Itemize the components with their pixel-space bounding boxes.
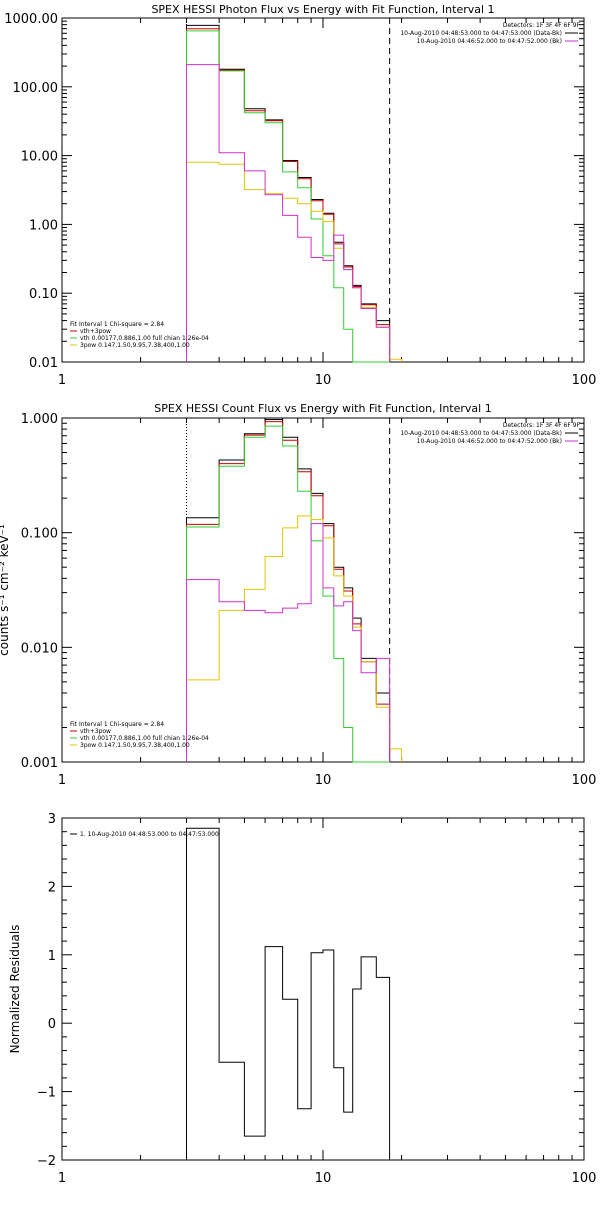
y-tick-label: 3 [48, 812, 56, 827]
chart-title: SPEX HESSI Photon Flux vs Energy with Fi… [151, 3, 494, 16]
series-residuals-line [186, 827, 391, 1160]
legend-left-entry: Fit Interval 1 Chi-square = 2.84 [70, 721, 164, 728]
legend-right-entry: 10-Aug-2010 04:46:52.000 to 04:47:52.000… [417, 38, 562, 45]
y-tick-label: 2 [48, 880, 56, 895]
x-tick-label: 1 [58, 773, 66, 788]
legend-right-entry: 10-Aug-2010 04:48:53.000 to 04:47:53.000… [400, 30, 562, 37]
chart-panel-3: 1 10 100 −2 −1 0 1 2 3 Normalized Residuals 1. 10-… [8, 812, 596, 1186]
y-tick-label: 0.010 [21, 641, 58, 656]
x-tick-label: 1 [58, 1171, 66, 1186]
x-tick-label: 100 [572, 1171, 597, 1186]
y-tick-label: −2 [37, 1154, 56, 1169]
y-axis-label: counts s⁻¹ cm⁻² keV⁻¹ [0, 524, 11, 656]
series-bk-line [186, 523, 391, 762]
y-tick-label: 1.00 [29, 218, 58, 233]
x-tick-label: 100 [572, 773, 597, 788]
legend-left-entry: vth+3pow [80, 328, 111, 335]
series-bk-line [186, 64, 391, 362]
legend-left-entry: Fit Interval 1 Chi-square = 2.84 [70, 321, 164, 328]
y-tick-label: 100.00 [13, 81, 59, 96]
legend-left-entry: vth 0.00177,0.886,1.00 full chian 1.26e-… [80, 335, 209, 342]
legend-right-entry: 10-Aug-2010 04:46:52.000 to 04:47:52.000… [417, 438, 562, 445]
x-tick-label: 10 [315, 373, 332, 388]
x-tick-label: 10 [315, 1171, 332, 1186]
legend-left-entry: vth+3pow [80, 728, 111, 735]
y-tick-label: 0.10 [29, 287, 58, 302]
x-tick-label: 1 [58, 373, 66, 388]
x-tick-label: 100 [572, 373, 597, 388]
x-tick-label: 10 [315, 773, 332, 788]
detectors-label: Detectors: 1F 3F 4F 6F 9F [503, 22, 581, 29]
y-tick-label: 1.000 [21, 412, 58, 427]
legend-right-entry: 10-Aug-2010 04:48:53.000 to 04:47:53.000… [400, 430, 562, 437]
y-tick-label: −1 [37, 1086, 56, 1101]
detectors-label: Detectors: 1F 3F 4F 6F 9F [503, 422, 581, 429]
chart-title: SPEX HESSI Count Flux vs Energy with Fit… [154, 402, 491, 415]
y-axis-label: Normalized Residuals [8, 925, 22, 1054]
legend-left-entry: 1. 10-Aug-2010 04:48:53.000 to 04:47:53.… [80, 831, 219, 838]
y-tick-label: 1 [48, 949, 56, 964]
legend-left-entry: vth 0.00177,0.886,1.00 full chian 1.26e-… [80, 735, 209, 742]
y-tick-label: 0.100 [21, 527, 58, 542]
y-tick-label: 10.00 [21, 150, 58, 165]
y-tick-label: 0 [48, 1017, 56, 1032]
series-vth-line [186, 425, 390, 763]
legend-left-entry: 3pow 0.147,1.50,9.95,7.38,400,1.00 [80, 742, 190, 749]
chart-panel-1: SPEX HESSI Photon Flux vs Energy with Fi… [4, 3, 596, 388]
chart-panel-2: SPEX HESSI Count Flux vs Energy with Fit… [0, 402, 596, 788]
y-tick-label: 1000.00 [4, 12, 58, 27]
y-tick-label: 0.001 [21, 756, 58, 771]
series-vth-line [186, 30, 390, 363]
legend-left-entry: 3pow 0.147,1.50,9.95,7.38,400,1.00 [80, 342, 190, 349]
y-tick-label: 0.01 [29, 356, 58, 371]
